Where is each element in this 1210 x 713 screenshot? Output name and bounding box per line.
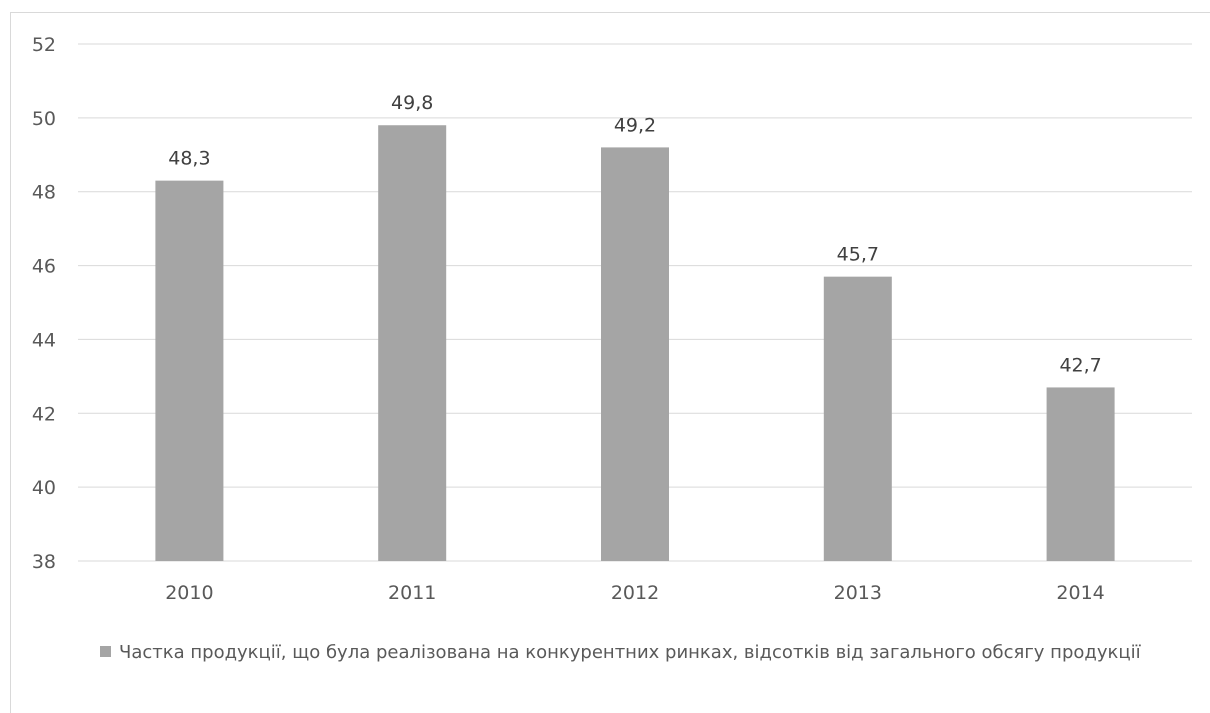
y-tick-label: 48 <box>32 182 56 204</box>
y-tick-label: 52 <box>32 34 56 56</box>
legend: Частка продукції, що була реалізована на… <box>100 638 1160 668</box>
x-tick-label: 2014 <box>1056 582 1104 604</box>
x-tick-label: 2013 <box>834 582 882 604</box>
data-label: 48,3 <box>168 148 210 170</box>
bar <box>155 180 224 561</box>
y-tick-label: 40 <box>32 477 56 499</box>
x-tick-label: 2010 <box>165 582 213 604</box>
x-tick-label: 2012 <box>611 582 659 604</box>
data-label: 49,8 <box>391 92 433 114</box>
legend-label: Частка продукції, що була реалізована на… <box>119 642 1141 663</box>
bar <box>601 147 669 561</box>
y-tick-label: 42 <box>32 403 56 425</box>
y-tick-label: 38 <box>32 551 56 573</box>
x-axis-ticks: 2010 2011 2012 2013 2014 <box>165 582 1105 604</box>
y-axis-ticks: 38 40 42 44 46 48 50 52 <box>32 34 56 573</box>
data-label: 49,2 <box>614 114 656 136</box>
bar <box>823 276 892 561</box>
y-tick-label: 50 <box>32 108 56 130</box>
data-label: 42,7 <box>1059 354 1101 376</box>
y-tick-label: 44 <box>32 329 56 351</box>
data-labels: 48,3 49,8 49,2 45,7 42,7 <box>168 92 1102 376</box>
bar <box>1046 387 1115 561</box>
bars <box>155 125 1115 561</box>
chart-frame <box>10 12 1210 713</box>
x-tick-label: 2011 <box>388 582 436 604</box>
y-tick-label: 46 <box>32 256 56 278</box>
bar-chart: 38 40 42 44 46 48 50 52 48,3 49,8 49,2 45,7 42,7 20… <box>32 34 1192 604</box>
data-label: 45,7 <box>837 244 879 266</box>
legend-swatch <box>100 646 111 657</box>
bar <box>378 125 447 561</box>
